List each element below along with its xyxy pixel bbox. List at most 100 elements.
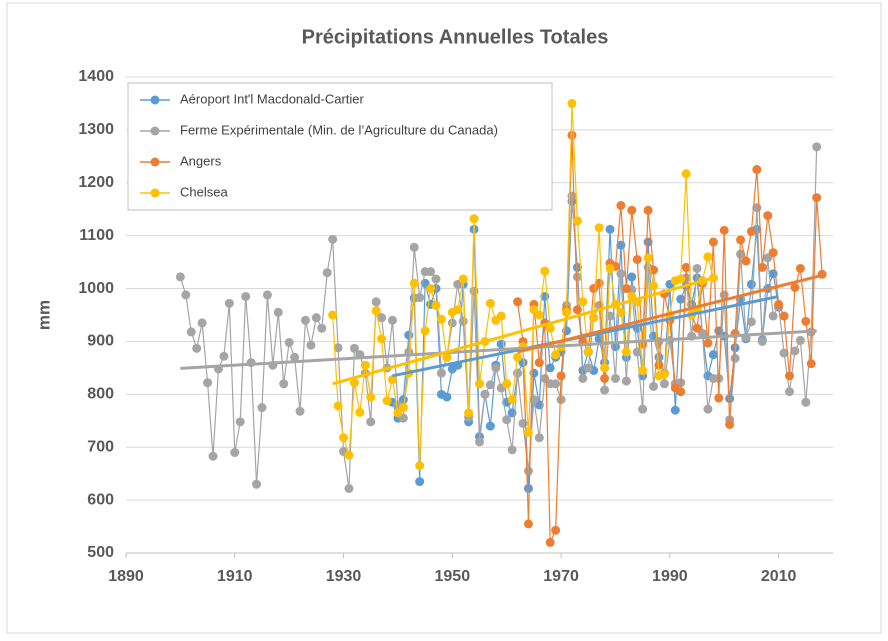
data-point xyxy=(273,307,283,317)
data-point xyxy=(621,347,631,357)
data-point xyxy=(768,248,778,258)
data-point xyxy=(290,352,300,362)
data-point xyxy=(464,408,474,418)
data-point xyxy=(458,316,468,326)
data-point xyxy=(426,267,436,277)
data-point xyxy=(431,300,441,310)
data-point xyxy=(224,298,234,308)
data-point xyxy=(600,373,610,383)
data-point xyxy=(333,401,343,411)
data-point xyxy=(415,477,425,487)
data-point xyxy=(632,254,642,264)
data-point xyxy=(692,323,702,333)
data-point xyxy=(197,318,207,328)
data-point xyxy=(725,394,735,404)
x-tick-label: 1890 xyxy=(108,568,144,585)
y-tick-label: 1200 xyxy=(78,174,114,191)
data-point xyxy=(692,263,702,273)
data-point xyxy=(578,373,588,383)
data-point xyxy=(594,223,604,233)
data-point xyxy=(784,371,794,381)
legend-marker xyxy=(150,126,160,136)
data-point xyxy=(703,338,713,348)
data-point xyxy=(659,369,669,379)
legend-label: Aéroport Int'l Macdonald-Cartier xyxy=(180,91,365,106)
data-point xyxy=(589,313,599,323)
data-point xyxy=(708,237,718,247)
data-point xyxy=(241,291,251,301)
data-point xyxy=(513,297,523,307)
data-point xyxy=(616,201,626,211)
data-point xyxy=(632,347,642,357)
data-point xyxy=(572,272,582,282)
legend-label: Chelsea xyxy=(180,184,228,199)
data-point xyxy=(377,334,387,344)
grid: 500 600 700 800 900 1000 1100 1200 1300 1400 1890 1… xyxy=(78,68,833,585)
data-point xyxy=(812,193,822,203)
data-point xyxy=(523,519,533,529)
data-point xyxy=(306,340,316,350)
data-point xyxy=(562,307,572,317)
data-point xyxy=(583,363,593,373)
data-point xyxy=(475,437,484,447)
data-point xyxy=(567,191,577,201)
data-point xyxy=(578,297,588,307)
data-point xyxy=(551,379,561,389)
data-point xyxy=(572,262,582,272)
y-axis-label: mm xyxy=(34,300,53,330)
data-point xyxy=(730,353,740,363)
data-point xyxy=(513,368,523,378)
data-point xyxy=(404,330,414,340)
data-point xyxy=(610,373,620,383)
data-point xyxy=(768,311,778,321)
data-point xyxy=(801,397,811,407)
data-point xyxy=(736,249,746,259)
data-point xyxy=(349,343,359,353)
data-point xyxy=(175,272,185,282)
legend-box xyxy=(127,82,553,211)
data-point xyxy=(415,461,425,471)
data-point xyxy=(447,318,457,328)
data-point xyxy=(790,346,800,356)
legend: Aéroport Int'l Macdonald-Cartier Ferme Ex… xyxy=(127,82,553,211)
y-tick-label: 1400 xyxy=(78,68,114,85)
data-point xyxy=(534,433,544,443)
data-point xyxy=(719,225,729,235)
data-point xyxy=(469,286,479,296)
x-tick-label: 1990 xyxy=(652,568,688,585)
data-point xyxy=(774,299,784,309)
data-point xyxy=(600,385,610,395)
data-point xyxy=(398,403,408,413)
data-point xyxy=(322,268,332,278)
data-point xyxy=(621,376,631,386)
data-point xyxy=(795,335,805,345)
data-point xyxy=(757,262,767,272)
data-point xyxy=(638,404,648,414)
data-point xyxy=(360,360,370,370)
data-point xyxy=(795,263,805,273)
data-point xyxy=(442,392,452,402)
data-point xyxy=(649,281,659,291)
x-tick-label: 1910 xyxy=(217,568,253,585)
data-point xyxy=(534,310,544,320)
data-point xyxy=(485,298,495,308)
data-point xyxy=(475,379,484,389)
data-point xyxy=(676,274,686,284)
data-point xyxy=(279,379,289,389)
data-point xyxy=(328,310,338,320)
x-tick-label: 1950 xyxy=(435,568,471,585)
data-point xyxy=(643,205,653,215)
data-point xyxy=(627,272,637,282)
y-tick-label: 1000 xyxy=(78,280,114,297)
data-point xyxy=(676,387,686,397)
legend-label: Angers xyxy=(180,153,222,168)
data-point xyxy=(387,315,397,325)
data-point xyxy=(681,262,691,272)
data-point xyxy=(257,403,267,413)
data-point xyxy=(502,379,512,389)
data-point xyxy=(409,242,419,252)
data-point xyxy=(366,417,376,427)
data-point xyxy=(496,339,506,349)
data-point xyxy=(616,307,626,317)
legend-marker xyxy=(150,95,160,105)
